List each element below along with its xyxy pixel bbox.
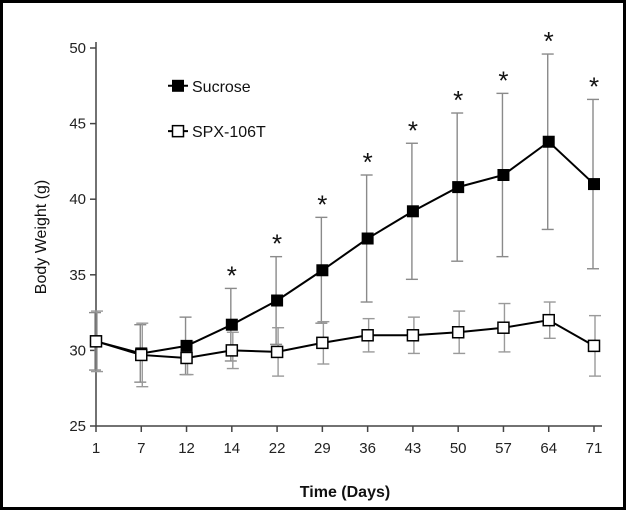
point-sucrose (361, 232, 374, 245)
significance-star: * (453, 85, 463, 115)
point-sucrose (316, 264, 329, 277)
point-spx-106t (406, 329, 420, 342)
x-tick-label: 14 (223, 440, 240, 457)
point-spx-106t (270, 345, 284, 359)
y-tick-label: 30 (69, 342, 86, 359)
legend-marker-spx-106t (171, 124, 185, 138)
y-axis-title: Body Weight (g) (33, 180, 50, 294)
point-sucrose (452, 181, 465, 194)
legend-label-sucrose: Sucrose (192, 79, 251, 96)
significance-star: * (272, 229, 282, 259)
point-spx-106t (587, 339, 601, 353)
x-tick-label: 64 (540, 440, 557, 457)
y-tick-label: 35 (69, 267, 86, 284)
series-line-sucrose (95, 140, 595, 355)
point-spx-106t (361, 329, 374, 342)
legend-marker-sucrose (172, 79, 184, 92)
point-spx-106t (451, 326, 465, 339)
point-spx-106t (497, 321, 510, 334)
error-bars (89, 53, 601, 388)
point-sucrose (542, 135, 555, 148)
point-sucrose (271, 294, 284, 307)
significance-markers: * * * * * * * * * (227, 26, 599, 290)
significance-star: * (589, 71, 599, 101)
series-line-spx-106t (95, 319, 595, 359)
legend-label-spx-106t: SPX-106T (192, 124, 266, 141)
y-tick-label: 45 (69, 116, 86, 133)
x-tick-label: 12 (178, 440, 195, 457)
x-tick-label: 43 (405, 440, 422, 457)
x-tick-label: 22 (269, 440, 286, 457)
significance-star: * (408, 115, 418, 145)
point-spx-106t (135, 348, 148, 362)
x-tick-label: 57 (495, 440, 512, 457)
significance-star: * (498, 65, 508, 95)
axes: 25 30 35 40 45 50 1 7 12 14 22 29 36 43 50 57 64 71 (69, 40, 602, 457)
significance-star: * (317, 189, 327, 219)
y-tick-label: 40 (69, 191, 86, 208)
x-tick-label: 36 (359, 440, 376, 457)
x-axis-title: Time (Days) (300, 484, 390, 501)
y-tick-label: 50 (69, 40, 86, 57)
point-spx-106t (225, 344, 239, 357)
x-tick-label: 7 (137, 440, 145, 457)
point-spx-106t (180, 351, 193, 365)
point-sucrose (588, 178, 600, 191)
point-spx-106t (316, 336, 329, 350)
x-tick-label: 29 (314, 440, 331, 457)
x-tick-label: 71 (586, 440, 603, 457)
significance-star: * (227, 260, 237, 290)
x-tick-label: 1 (92, 440, 100, 457)
point-sucrose (497, 169, 510, 182)
x-tick-label: 50 (450, 440, 467, 457)
series-lines (95, 140, 595, 359)
series-markers (89, 135, 601, 365)
point-sucrose (180, 339, 193, 352)
point-spx-106t (542, 313, 555, 327)
significance-star: * (544, 26, 554, 56)
point-sucrose (406, 205, 419, 218)
point-sucrose (225, 318, 238, 331)
legend: Sucrose SPX-106T (168, 79, 266, 141)
y-tick-label: 25 (69, 418, 86, 435)
point-spx-106t (89, 335, 103, 348)
significance-star: * (363, 147, 373, 177)
